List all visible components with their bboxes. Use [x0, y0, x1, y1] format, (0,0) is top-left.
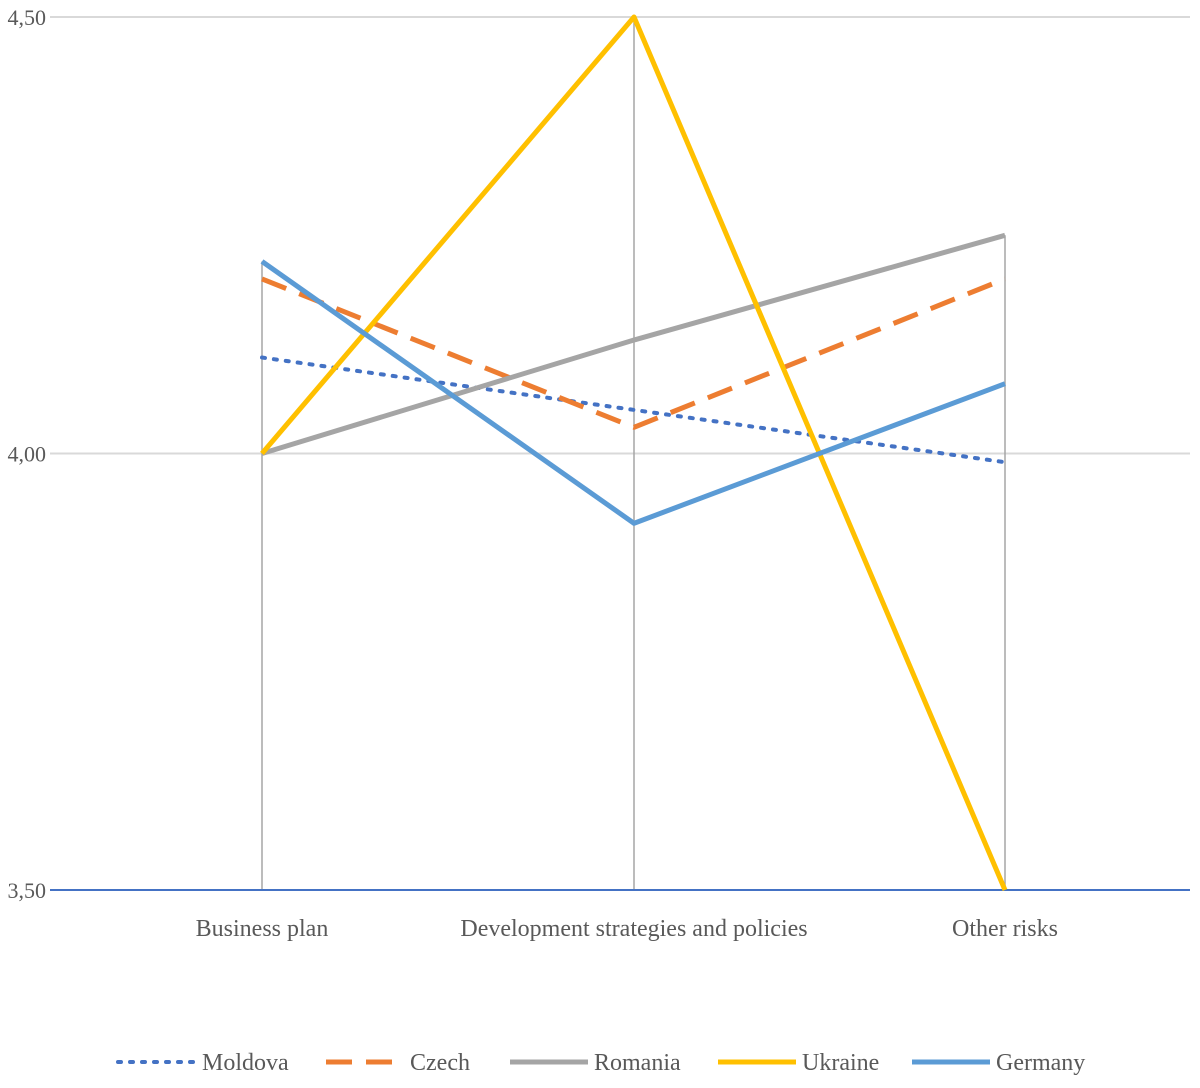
drop-lines: [261, 17, 1006, 890]
legend-label: Czech: [410, 1050, 470, 1076]
series-line-ukraine: [260, 14, 1008, 891]
legend-item-ukraine: Ukraine: [718, 1050, 879, 1076]
legend-item-czech: Czech: [326, 1050, 470, 1076]
x-tick-label: Other risks: [952, 916, 1058, 942]
legend-label: Germany: [996, 1050, 1085, 1076]
legend-label: Ukraine: [802, 1050, 879, 1076]
series-line-germany: [260, 259, 1006, 526]
series-line-czech: [261, 276, 1006, 430]
series-line-moldova: [260, 355, 1007, 465]
legend-item-moldova: Moldova: [116, 1050, 289, 1076]
legend-item-romania: Romania: [510, 1050, 681, 1076]
x-axis-ticks: Business plan Development strategies and …: [196, 916, 1058, 942]
y-tick-label: 4,50: [8, 5, 47, 30]
series-line-romania: [261, 232, 1006, 456]
y-axis-ticks: 3,50 4,00 4,50: [8, 5, 47, 903]
legend-item-germany: Germany: [912, 1050, 1085, 1076]
legend-label: Moldova: [202, 1050, 289, 1076]
series-lines: [260, 14, 1008, 891]
gridlines: [50, 16, 1190, 455]
legend-label: Romania: [594, 1050, 681, 1076]
y-tick-label: 4,00: [8, 442, 47, 467]
legend: Moldova Czech Romania Ukraine Germany: [116, 1050, 1085, 1076]
x-tick-label: Business plan: [196, 916, 329, 942]
y-tick-label: 3,50: [8, 878, 47, 903]
x-tick-label: Development strategies and policies: [460, 916, 807, 942]
